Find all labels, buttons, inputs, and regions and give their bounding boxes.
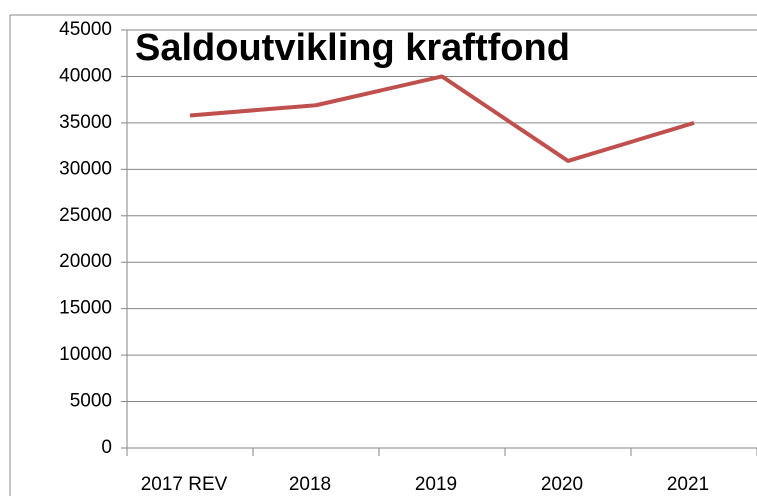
y-tick-label: 40000 <box>59 65 112 86</box>
data-line <box>189 74 695 163</box>
chart-title: Saldoutvikling kraftfond <box>135 27 570 69</box>
x-tick-label: 2021 <box>667 474 709 495</box>
x-tick-label: 2017 REV <box>141 474 228 495</box>
y-tick-label: 45000 <box>59 19 112 40</box>
y-tick-label: 30000 <box>59 158 112 179</box>
y-tick-label: 35000 <box>59 112 112 133</box>
y-tick-label: 0 <box>101 437 112 458</box>
x-tick-label: 2018 <box>289 474 331 495</box>
y-tick-label: 10000 <box>59 344 112 365</box>
x-tick-label: 2020 <box>541 474 583 495</box>
y-tick-label: 15000 <box>59 298 112 319</box>
x-tick-label: 2019 <box>415 474 457 495</box>
y-tick-label: 5000 <box>70 391 112 412</box>
y-tick-label: 25000 <box>59 205 112 226</box>
y-tick-label: 20000 <box>59 251 112 272</box>
